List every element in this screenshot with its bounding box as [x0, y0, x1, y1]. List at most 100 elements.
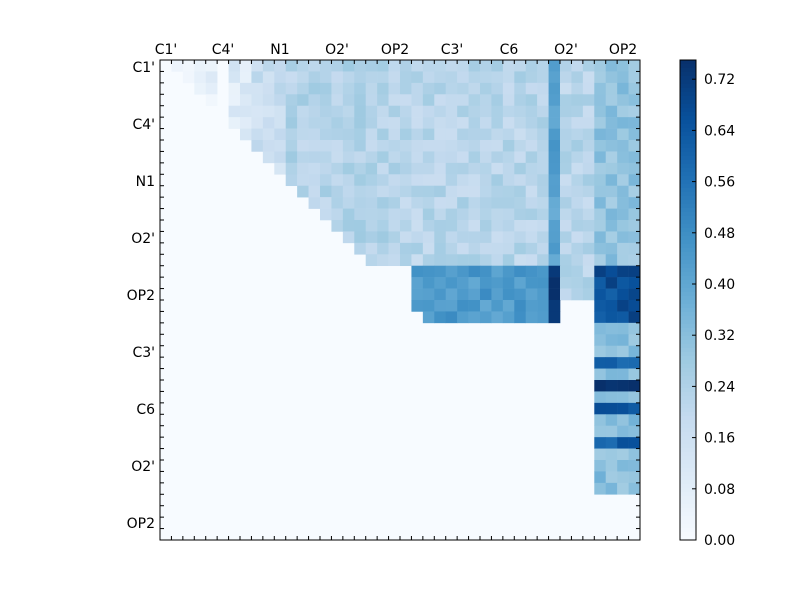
- heatmap-cell: [617, 357, 629, 369]
- heatmap-cell: [560, 60, 572, 72]
- heatmap-cell: [594, 117, 607, 129]
- heatmap-cell: [548, 105, 561, 118]
- heatmap-cell: [308, 82, 321, 95]
- colorbar-segment: [680, 460, 696, 465]
- heatmap-cell: [480, 220, 492, 232]
- colorbar-segment: [680, 516, 696, 521]
- heatmap-cell: [377, 140, 389, 152]
- heatmap-cell: [491, 242, 504, 255]
- colorbar-tick-label: 0.16: [704, 431, 735, 447]
- colorbar-segment: [680, 196, 696, 201]
- heatmap-cell: [297, 82, 309, 95]
- heatmap-cell: [537, 94, 549, 107]
- heatmap-cell: [262, 94, 275, 107]
- heatmap-cell: [502, 94, 515, 107]
- heatmap-cell: [525, 82, 538, 95]
- heatmap-cell: [457, 162, 469, 175]
- heatmap-cell: [365, 140, 378, 152]
- heatmap-cell: [297, 174, 309, 187]
- heatmap-cell: [285, 82, 298, 95]
- heatmap-cell: [377, 254, 389, 267]
- heatmap-cell: [628, 311, 641, 324]
- heatmap-cell: [628, 60, 641, 72]
- heatmap-cell: [571, 265, 584, 278]
- heatmap-cell: [240, 71, 252, 84]
- heatmap-cell: [205, 71, 218, 84]
- heatmap-cell: [240, 60, 252, 72]
- heatmap-cell: [308, 151, 321, 164]
- heatmap-cell: [445, 300, 458, 312]
- heatmap-cell: [434, 94, 447, 107]
- heatmap-cell: [582, 71, 595, 84]
- heatmap-cell: [411, 60, 424, 72]
- heatmap-cell: [548, 277, 561, 289]
- colorbar-segment: [680, 208, 696, 213]
- colorbar-segment: [680, 412, 696, 417]
- heatmap-cell: [491, 254, 504, 267]
- heatmap-cell: [468, 220, 481, 232]
- colorbar-segment: [680, 84, 696, 89]
- heatmap-cell: [445, 117, 458, 129]
- heatmap-cell: [571, 277, 584, 289]
- heatmap-cell: [605, 82, 618, 95]
- heatmap-cell: [468, 242, 481, 255]
- heatmap-cell: [628, 391, 641, 404]
- heatmap-cell: [445, 265, 458, 278]
- heatmap-cell: [320, 105, 332, 118]
- heatmap-cell: [491, 117, 504, 129]
- x-tick-label: OP2: [609, 42, 637, 58]
- heatmap-cell: [480, 197, 492, 209]
- heatmap-cell: [434, 128, 447, 141]
- heatmap-cell: [525, 94, 538, 107]
- heatmap-cell: [582, 162, 595, 175]
- heatmap-cell: [525, 265, 538, 278]
- heatmap-cell: [571, 242, 584, 255]
- heatmap-cell: [297, 128, 309, 141]
- heatmap-cell: [365, 60, 378, 72]
- heatmap-cell: [628, 334, 641, 347]
- heatmap-cell: [525, 174, 538, 187]
- heatmap-cell: [537, 208, 549, 221]
- x-tick-label: C1': [155, 42, 178, 58]
- y-tick-label: C4': [132, 117, 155, 133]
- heatmap-cell: [377, 197, 389, 209]
- heatmap-cell: [605, 357, 618, 369]
- heatmap-cell: [514, 265, 527, 278]
- heatmap-cell: [514, 128, 527, 141]
- heatmap-cell: [514, 174, 527, 187]
- heatmap-cell: [628, 345, 641, 358]
- heatmap-cell: [445, 254, 458, 267]
- heatmap-cell: [594, 460, 607, 472]
- heatmap-cell: [422, 71, 435, 84]
- heatmap-cell: [537, 242, 549, 255]
- heatmap-cell: [582, 197, 595, 209]
- heatmap-cell: [457, 197, 469, 209]
- colorbar-segment: [680, 96, 696, 101]
- heatmap-cell: [594, 185, 607, 198]
- heatmap-cell: [628, 208, 641, 221]
- heatmap-cell: [605, 60, 618, 72]
- heatmap-cell: [560, 265, 572, 278]
- colorbar-segment: [680, 392, 696, 397]
- heatmap-cell: [377, 71, 389, 84]
- colorbar-segment: [680, 100, 696, 105]
- colorbar-segment: [680, 72, 696, 77]
- heatmap-cell: [411, 117, 424, 129]
- y-tick-labels: C1' C4' N1 O2' OP2 C3' C6 O2' OP2: [127, 60, 155, 532]
- colorbar-segment: [680, 424, 696, 429]
- heatmap-cell: [605, 311, 618, 324]
- heatmap-cell: [331, 140, 344, 152]
- heatmap-cell: [422, 151, 435, 164]
- heatmap-cell: [457, 151, 469, 164]
- heatmap-cell: [628, 357, 641, 369]
- heatmap-cell: [308, 60, 321, 72]
- x-tick-labels: C1' C4' N1 O2' OP2 C3' C6 O2' OP2: [155, 42, 637, 58]
- heatmap-cell: [502, 128, 515, 141]
- heatmap-cell: [388, 254, 401, 267]
- heatmap-cell: [582, 128, 595, 141]
- heatmap-cell: [560, 174, 572, 187]
- heatmap-cell: [422, 277, 435, 289]
- heatmap-cell: [582, 231, 595, 244]
- heatmap-cell: [274, 151, 287, 164]
- heatmap-cell: [285, 174, 298, 187]
